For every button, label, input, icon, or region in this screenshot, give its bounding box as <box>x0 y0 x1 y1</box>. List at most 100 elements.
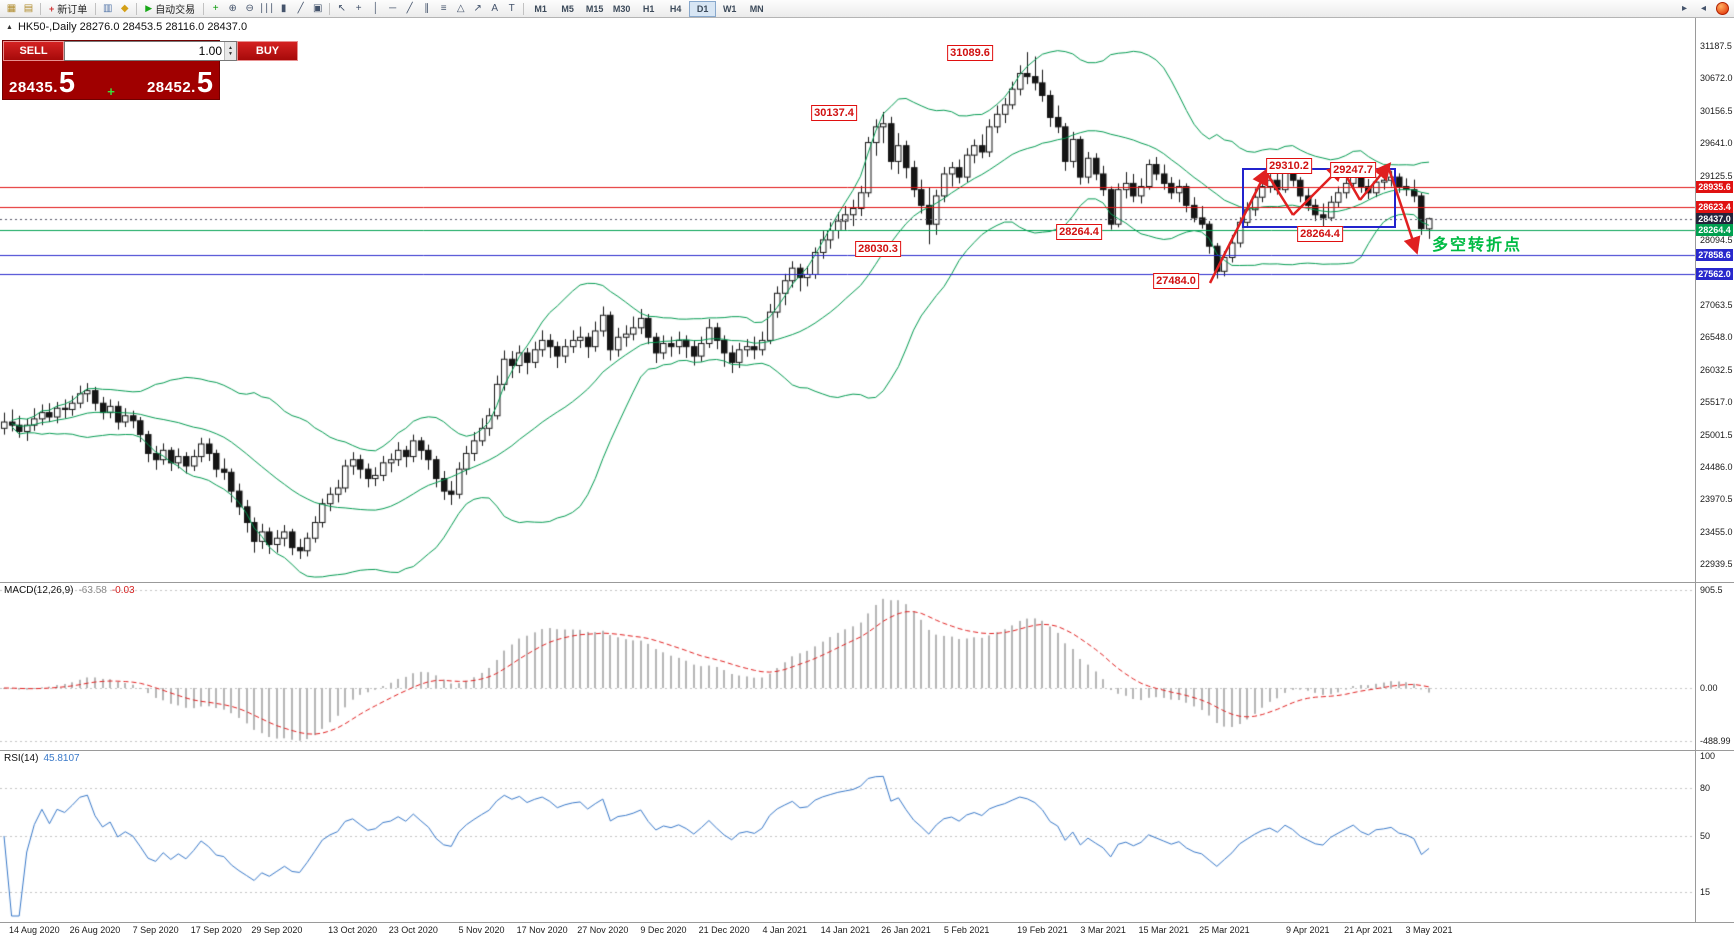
collapse-panel-icon[interactable]: ▲ <box>6 23 13 31</box>
date-label: 23 Oct 2020 <box>388 925 438 935</box>
toolbar-right-group: ▸ ◂ <box>1676 2 1731 16</box>
date-label: 3 Mar 2021 <box>1080 925 1126 935</box>
new-order-button[interactable]: + 新订单 <box>44 1 92 17</box>
timeframe-m5[interactable]: M5 <box>561 3 574 14</box>
charts-grid-icon[interactable]: ▥ <box>103 2 113 14</box>
turning-point-note: 多空转折点 <box>1431 237 1523 254</box>
macd-axis-label: 0.00 <box>1700 683 1718 693</box>
price-tag: 28623.4 <box>1696 201 1733 214</box>
price-callout: 27484.0 <box>1153 273 1199 289</box>
spread-plus-icon[interactable]: + <box>107 84 115 99</box>
price-axis-label: 24486.0 <box>1700 461 1733 472</box>
price-callout: 29247.7 <box>1330 162 1376 178</box>
timeframe-h4[interactable]: H4 <box>669 3 682 14</box>
price-axis-label: 22939.5 <box>1700 559 1733 569</box>
fibonacci-icon[interactable]: ≡ <box>440 2 447 14</box>
shapes-icon[interactable]: △ <box>456 2 465 14</box>
price-tag: 28935.6 <box>1696 181 1733 194</box>
price-callout: 30137.4 <box>811 105 857 121</box>
price-axis-label: 29125.5 <box>1700 170 1733 181</box>
date-label: 3 May 2021 <box>1405 925 1453 935</box>
timeframe-w1[interactable]: W1 <box>722 3 737 14</box>
new-chart-icon[interactable]: ▦ <box>6 2 17 14</box>
macd-name: MACD(12,26,9) <box>4 585 74 596</box>
bar-chart-icon[interactable]: ∣∣∣ <box>259 2 275 14</box>
indicators-icon[interactable]: + <box>212 2 219 14</box>
rsi-axis-label: 100 <box>1700 751 1716 761</box>
price-axis-label: 26032.5 <box>1700 364 1733 375</box>
rsi-indicator-label: RSI(14) 45.8107 <box>4 753 80 764</box>
trendline-icon[interactable]: ╱ <box>406 2 413 14</box>
date-label: 5 Nov 2020 <box>458 925 505 935</box>
candlestick-chart-icon[interactable]: ▮ <box>280 2 287 14</box>
macd-axis-label: -488.99 <box>1700 735 1731 746</box>
channel-icon[interactable]: ∥ <box>424 2 430 14</box>
vertical-line-icon[interactable]: │ <box>372 2 379 14</box>
rsi-axis-label: 50 <box>1700 831 1711 841</box>
metaeditor-icon[interactable]: ◆ <box>120 2 129 14</box>
autotrading-button-label: 自动交易 <box>155 5 196 16</box>
date-label: 25 Mar 2021 <box>1199 925 1250 935</box>
volume-spinner: ▲ ▼ <box>224 42 236 60</box>
date-label: 17 Nov 2020 <box>516 925 568 935</box>
price-axis-label: 31187.5 <box>1700 41 1732 51</box>
price-axis-label: 23455.0 <box>1700 526 1733 537</box>
volume-input[interactable] <box>65 42 224 60</box>
tile-windows-icon[interactable]: ▣ <box>312 2 323 14</box>
zoom-in-icon[interactable]: ⊕ <box>228 2 237 14</box>
autotrading-button[interactable]: ▶ 自动交易 <box>140 1 200 16</box>
timeframe-m30[interactable]: M30 <box>612 3 631 14</box>
timeframe-d1[interactable]: D1 <box>689 0 717 17</box>
date-axis-separator <box>0 922 1734 923</box>
rsi-panel-separator[interactable] <box>0 750 1734 751</box>
chart-header: ▲ HK50-,Daily 28276.0 28453.5 28116.0 28… <box>6 21 247 33</box>
arrows-icon[interactable]: ↗ <box>473 2 482 14</box>
date-label: 21 Dec 2020 <box>698 925 750 935</box>
rsi-axis-label: 15 <box>1700 887 1711 897</box>
zoom-out-icon[interactable]: ⊖ <box>245 2 254 14</box>
line-chart-icon[interactable]: ╱ <box>297 2 304 14</box>
crosshair-icon[interactable]: + <box>355 2 362 14</box>
sell-price-main: 28435. <box>9 79 58 96</box>
buy-button[interactable]: BUY <box>237 41 298 61</box>
price-callout: 28264.4 <box>1297 226 1343 242</box>
cursor-icon[interactable]: ↖ <box>337 2 346 14</box>
sell-price: 28435. 5 <box>9 67 111 99</box>
timeframe-m15[interactable]: M15 <box>585 3 604 14</box>
text-icon[interactable]: A <box>491 2 499 14</box>
horizontal-line-icon[interactable]: ─ <box>389 2 397 14</box>
price-tag: 27562.0 <box>1696 267 1733 280</box>
scroll-right-icon[interactable]: ▸ <box>1681 2 1688 14</box>
date-label: 14 Jan 2021 <box>820 925 871 935</box>
date-label: 7 Sep 2020 <box>132 925 179 935</box>
scroll-left-icon[interactable]: ◂ <box>1700 2 1707 14</box>
toolbar-separator <box>136 2 138 15</box>
date-label: 5 Feb 2021 <box>943 925 990 935</box>
volume-up-icon[interactable]: ▲ <box>228 45 233 51</box>
timeframe-mn[interactable]: MN <box>749 3 764 14</box>
price-callout: 28030.3 <box>855 241 901 257</box>
toolbar-separator <box>203 2 205 15</box>
price-axis-label: 26548.0 <box>1700 332 1733 343</box>
timeframe-h1[interactable]: H1 <box>642 3 655 14</box>
sell-button[interactable]: SELL <box>3 41 64 61</box>
macd-panel-separator[interactable] <box>0 582 1734 583</box>
rsi-axis-label: 80 <box>1700 783 1711 793</box>
volume-down-icon[interactable]: ▼ <box>228 51 233 57</box>
rsi-name: RSI(14) <box>4 753 39 764</box>
text-label-icon[interactable]: T <box>508 2 515 14</box>
volume-control: ▲ ▼ <box>64 41 237 61</box>
buy-price: 28452. 5 <box>111 69 213 98</box>
buy-price-main: 28452. <box>146 79 196 96</box>
price-axis-label: 27063.5 <box>1700 300 1733 310</box>
price-tag: 27858.6 <box>1696 249 1733 262</box>
sell-price-big-digit: 5 <box>58 67 76 99</box>
timeframe-m1[interactable]: M1 <box>534 3 547 14</box>
date-label: 4 Jan 2021 <box>762 925 808 935</box>
price-axis-label: 23970.5 <box>1700 494 1733 505</box>
notification-badge[interactable] <box>1716 2 1729 15</box>
profiles-icon[interactable]: ▤ <box>23 2 34 14</box>
date-label: 26 Jan 2021 <box>881 925 931 935</box>
